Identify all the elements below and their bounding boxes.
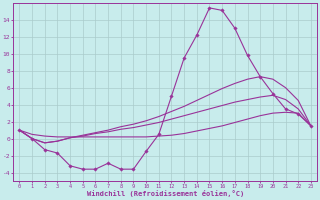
X-axis label: Windchill (Refroidissement éolien,°C): Windchill (Refroidissement éolien,°C) [86, 190, 244, 197]
